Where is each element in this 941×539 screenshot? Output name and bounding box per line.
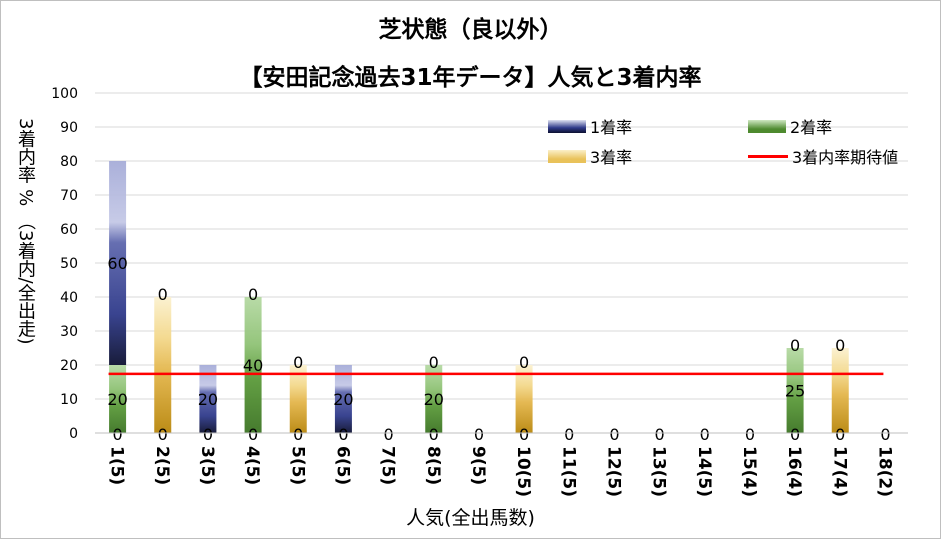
bar-2-segment [109,365,127,433]
x-tick-label: 1(5) [107,446,127,485]
data-label-3rd: 0 [203,425,213,444]
x-tick-label: 9(5) [468,446,488,485]
data-label-3rd: 0 [293,425,303,444]
x-tick-label: 5(5) [287,446,307,485]
legend-swatch-series-1 [548,119,586,133]
chart-subtitle: 【安田記念過去31年データ】人気と3着内率 [239,65,702,91]
legend-label-series-2: 2着率 [790,118,833,137]
y-tick-label: 50 [60,256,78,272]
data-label-3rd: 0 [429,425,439,444]
x-tick-label: 7(5) [378,446,398,485]
x-tick-label: 17(4) [829,446,849,497]
bar-1-segment [334,365,352,433]
bar-3-segment [515,365,533,433]
data-label-1st: 20 [333,390,353,409]
bar-2-segment [786,348,804,433]
x-tick-label: 14(5) [694,446,714,497]
x-tick-label: 11(5) [558,446,578,497]
data-label-3rd: 0 [474,425,484,444]
x-tick-label: 15(4) [739,446,759,497]
data-label-top: 0 [293,353,303,372]
y-tick-label: 100 [51,86,78,102]
data-label-1st: 60 [107,254,127,273]
legend-label-series-1: 1着率 [590,118,633,137]
legend-swatch-series-2 [748,119,786,133]
bar-3-segment [154,297,172,433]
data-label-3rd: 0 [248,425,258,444]
data-label-top: 0 [519,353,529,372]
legend-item-series-3: 3着率 [548,146,633,167]
legend-item-expected: 3着内率期待値 [748,146,899,167]
x-tick-label: 2(5) [152,446,172,485]
bar-1-segment [199,365,217,433]
data-label-3rd: 0 [654,425,664,444]
data-label-3rd: 0 [609,425,619,444]
y-axis-label: 3着内率 % （3着内/全出走) [15,118,36,345]
y-tick-label: 90 [60,120,78,136]
data-label-2nd: 20 [107,390,127,409]
bar-2-segment [425,365,443,433]
legend-label-expected: 3着内率期待値 [792,148,899,167]
x-tick-label: 18(2) [874,446,894,497]
data-label-3rd: 0 [745,425,755,444]
bar-3-segment [831,348,849,433]
data-label-3rd: 0 [700,425,710,444]
x-tick-label: 12(5) [603,446,623,497]
data-label-2nd: 40 [243,356,263,375]
data-label-top: 0 [835,336,845,355]
data-label-top: 0 [158,285,168,304]
data-label-3rd: 0 [338,425,348,444]
legend-item-series-1: 1着率 [548,116,633,137]
x-tick-label: 13(5) [649,446,669,497]
data-label-3rd: 0 [564,425,574,444]
y-tick-label: 0 [69,426,78,442]
bar-2-segment [244,297,262,433]
legend-swatch-series-3 [548,149,586,163]
x-tick-label: 4(5) [242,446,262,485]
x-tick-label: 16(4) [784,446,804,497]
data-label-top: 0 [790,336,800,355]
data-label-1st: 20 [198,390,218,409]
y-tick-label: 70 [60,188,78,204]
data-label-3rd: 0 [519,425,529,444]
data-label-3rd: 0 [790,425,800,444]
legend-line-expected [748,154,788,158]
data-label-3rd: 0 [112,425,122,444]
data-label-top: 0 [248,285,258,304]
y-tick-label: 20 [60,358,78,374]
y-tick-label: 60 [60,222,78,238]
data-label-3rd: 0 [158,425,168,444]
y-tick-label: 10 [60,392,78,408]
legend-label-series-3: 3着率 [590,148,633,167]
x-tick-label: 10(5) [513,446,533,497]
data-label-3rd: 0 [835,425,845,444]
y-tick-label: 80 [60,154,78,170]
data-label-2nd: 20 [424,390,444,409]
bar-3-segment [289,365,307,433]
x-tick-label: 3(5) [197,446,217,485]
chart-title: 芝状態（良以外） [378,17,563,43]
y-tick-label: 30 [60,324,78,340]
legend-item-series-2: 2着率 [748,116,833,137]
x-axis-label: 人気(全出馬数) [406,507,535,529]
bar-1-segment [109,161,127,365]
y-tick-label: 40 [60,290,78,306]
x-tick-label: 8(5) [423,446,443,485]
x-tick-label: 6(5) [332,446,352,485]
data-label-3rd: 0 [880,425,890,444]
data-label-2nd: 25 [785,382,805,401]
data-label-3rd: 0 [383,425,393,444]
data-label-top: 0 [429,353,439,372]
